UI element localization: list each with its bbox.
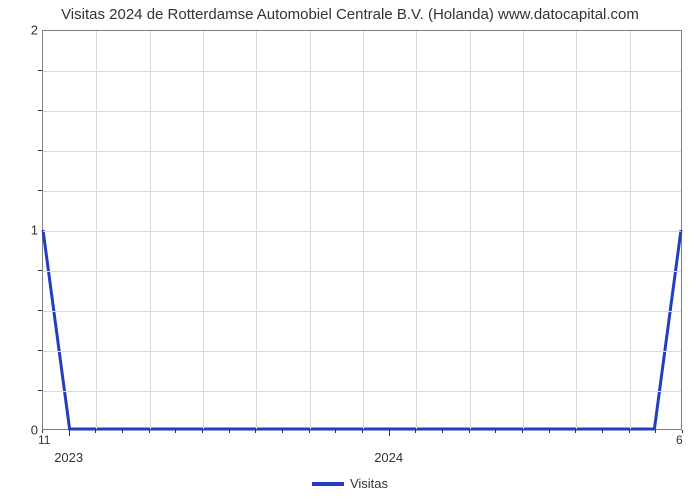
hgrid-line (43, 191, 681, 192)
vgrid-line (150, 31, 151, 429)
ytick-minor (38, 390, 42, 391)
xtick-major (69, 430, 70, 436)
vgrid-line (416, 31, 417, 429)
chart-title: Visitas 2024 de Rotterdamse Automobiel C… (0, 6, 700, 23)
vgrid-line (470, 31, 471, 429)
vgrid-line (310, 31, 311, 429)
vgrid-line (576, 31, 577, 429)
xtick-minor (602, 430, 603, 433)
hgrid-line (43, 231, 681, 232)
legend-label: Visitas (350, 476, 388, 491)
xtick-minor (282, 430, 283, 433)
xtick-minor (149, 430, 150, 433)
hgrid-line (43, 391, 681, 392)
xtick-label: 2024 (374, 450, 403, 465)
vgrid-line (523, 31, 524, 429)
ytick-label: 0 (2, 423, 38, 438)
xtick-minor (682, 430, 683, 433)
xtick-minor (335, 430, 336, 433)
ytick-minor (38, 310, 42, 311)
xtick-minor (95, 430, 96, 433)
ytick-minor (38, 270, 42, 271)
xtick-minor (575, 430, 576, 433)
ytick-minor (38, 150, 42, 151)
hgrid-line (43, 351, 681, 352)
xtick-minor (442, 430, 443, 433)
ytick-minor (38, 350, 42, 351)
ytick-minor (38, 70, 42, 71)
ytick-minor (38, 110, 42, 111)
xtick-minor (175, 430, 176, 433)
ytick-minor (38, 190, 42, 191)
legend: Visitas (0, 476, 700, 491)
xtick-minor (495, 430, 496, 433)
xtick-minor (42, 430, 43, 433)
vgrid-line (256, 31, 257, 429)
vgrid-line (630, 31, 631, 429)
xtick-minor (255, 430, 256, 433)
ytick-label: 1 (2, 223, 38, 238)
hgrid-line (43, 151, 681, 152)
hgrid-line (43, 111, 681, 112)
xtick-label: 2023 (54, 450, 83, 465)
plot-area (42, 30, 682, 430)
xtick-minor (655, 430, 656, 433)
xtick-minor (549, 430, 550, 433)
xtick-minor (469, 430, 470, 433)
legend-swatch (312, 482, 344, 486)
hgrid-line (43, 71, 681, 72)
hgrid-line (43, 271, 681, 272)
xtick-minor (522, 430, 523, 433)
hgrid-line (43, 311, 681, 312)
series-line (43, 31, 681, 429)
xtick-minor (122, 430, 123, 433)
xtick-minor (629, 430, 630, 433)
x-left-end-label: 11 (38, 433, 50, 447)
vgrid-line (96, 31, 97, 429)
xtick-major (389, 430, 390, 436)
x-right-end-label: 6 (676, 433, 683, 447)
xtick-minor (229, 430, 230, 433)
xtick-minor (362, 430, 363, 433)
xtick-minor (415, 430, 416, 433)
xtick-minor (202, 430, 203, 433)
xtick-minor (309, 430, 310, 433)
vgrid-line (203, 31, 204, 429)
ytick-label: 2 (2, 23, 38, 38)
vgrid-line (363, 31, 364, 429)
